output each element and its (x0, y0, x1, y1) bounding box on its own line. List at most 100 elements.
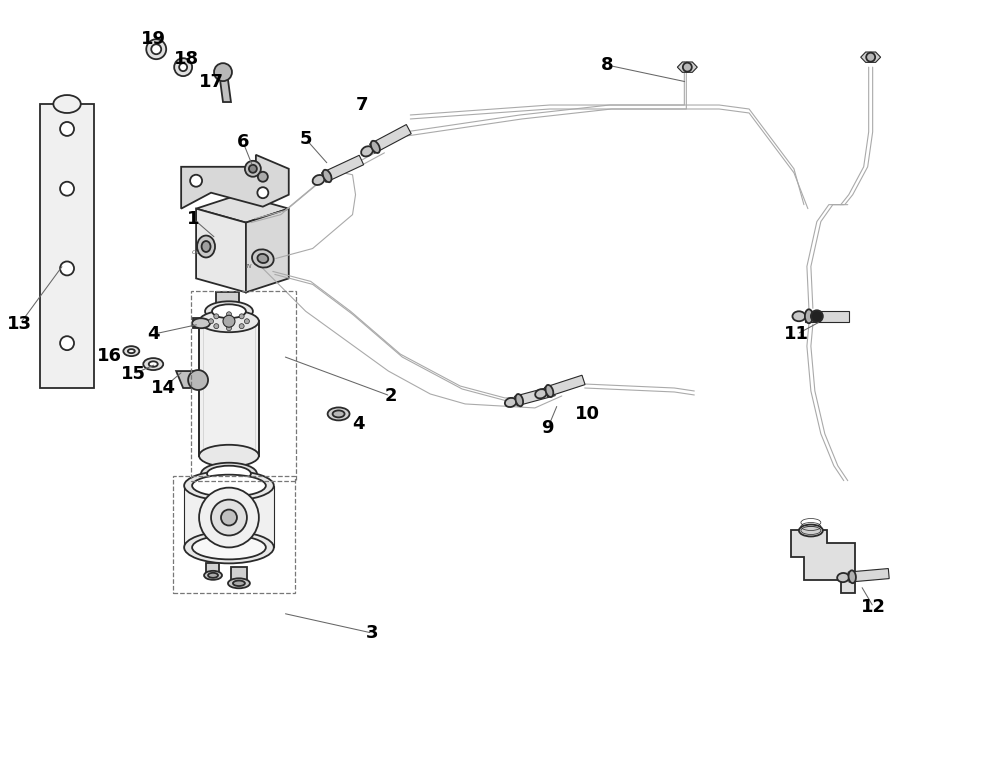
Circle shape (683, 63, 692, 71)
Ellipse shape (799, 525, 823, 536)
Ellipse shape (371, 140, 380, 153)
Text: OUT: OUT (191, 251, 205, 255)
Bar (191, 291, 296, 480)
Ellipse shape (849, 570, 856, 584)
Circle shape (214, 324, 219, 329)
Text: 5: 5 (299, 130, 312, 148)
Circle shape (245, 161, 261, 177)
Circle shape (226, 312, 231, 317)
Polygon shape (231, 567, 247, 584)
Circle shape (239, 314, 244, 319)
Ellipse shape (184, 532, 274, 563)
Polygon shape (544, 376, 585, 397)
Polygon shape (196, 195, 289, 223)
Polygon shape (206, 563, 219, 575)
Text: 11: 11 (784, 325, 809, 343)
Circle shape (179, 63, 187, 71)
Text: 10: 10 (575, 405, 600, 423)
Text: 3: 3 (366, 624, 379, 642)
Ellipse shape (192, 475, 266, 497)
Circle shape (60, 336, 74, 350)
Ellipse shape (313, 175, 324, 185)
Polygon shape (861, 52, 881, 62)
Ellipse shape (515, 394, 523, 407)
Ellipse shape (837, 573, 849, 582)
Ellipse shape (333, 411, 345, 417)
Circle shape (146, 40, 166, 59)
Circle shape (239, 324, 244, 329)
Text: 6: 6 (237, 133, 249, 151)
Ellipse shape (535, 389, 547, 398)
Ellipse shape (192, 535, 266, 559)
Circle shape (244, 319, 249, 324)
Circle shape (211, 500, 247, 535)
Bar (173, 476, 295, 594)
Ellipse shape (201, 462, 257, 485)
Ellipse shape (143, 358, 163, 370)
Ellipse shape (328, 407, 350, 421)
Text: 4: 4 (352, 415, 365, 433)
Polygon shape (184, 486, 274, 547)
Circle shape (190, 175, 202, 187)
Text: 13: 13 (7, 315, 32, 333)
Circle shape (811, 310, 823, 322)
Ellipse shape (805, 310, 813, 324)
Ellipse shape (204, 571, 222, 580)
Text: 19: 19 (141, 30, 166, 48)
Polygon shape (321, 155, 364, 182)
Circle shape (174, 58, 192, 76)
Polygon shape (196, 209, 246, 293)
Polygon shape (216, 293, 239, 307)
Text: IN: IN (246, 265, 252, 269)
Ellipse shape (184, 471, 274, 501)
Circle shape (866, 53, 875, 61)
Text: 16: 16 (97, 347, 122, 365)
Polygon shape (176, 371, 201, 388)
Polygon shape (193, 318, 209, 328)
Ellipse shape (197, 236, 215, 258)
Ellipse shape (123, 346, 139, 356)
Circle shape (60, 122, 74, 136)
Circle shape (249, 165, 257, 173)
Ellipse shape (252, 249, 274, 268)
Polygon shape (370, 124, 411, 154)
Ellipse shape (545, 385, 553, 397)
Polygon shape (219, 72, 231, 102)
Ellipse shape (149, 362, 158, 367)
Circle shape (60, 262, 74, 275)
Text: 2: 2 (384, 387, 397, 405)
Bar (199, 321, 259, 456)
Circle shape (226, 326, 231, 331)
Circle shape (199, 487, 259, 547)
Polygon shape (515, 386, 555, 406)
Ellipse shape (199, 310, 259, 332)
Ellipse shape (208, 573, 218, 578)
Ellipse shape (202, 241, 211, 252)
Ellipse shape (199, 445, 259, 466)
Text: 7: 7 (356, 96, 369, 114)
Ellipse shape (233, 580, 245, 586)
Polygon shape (40, 104, 94, 388)
Ellipse shape (192, 318, 210, 328)
Ellipse shape (505, 398, 516, 407)
Text: 17: 17 (199, 73, 224, 91)
Text: 14: 14 (151, 379, 176, 397)
Ellipse shape (53, 95, 81, 113)
Text: 15: 15 (121, 365, 146, 383)
Polygon shape (791, 531, 855, 594)
Circle shape (214, 314, 219, 319)
Ellipse shape (207, 466, 251, 482)
Text: 4: 4 (147, 325, 159, 343)
Text: 9: 9 (542, 419, 554, 437)
Ellipse shape (128, 349, 135, 353)
Ellipse shape (212, 304, 246, 318)
Ellipse shape (323, 170, 332, 182)
Circle shape (209, 319, 214, 324)
Circle shape (214, 63, 232, 81)
Text: 1: 1 (187, 210, 199, 227)
Circle shape (188, 370, 208, 390)
Text: 8: 8 (601, 56, 614, 74)
Polygon shape (805, 310, 849, 322)
Text: 18: 18 (174, 50, 199, 68)
Text: 12: 12 (861, 598, 886, 616)
